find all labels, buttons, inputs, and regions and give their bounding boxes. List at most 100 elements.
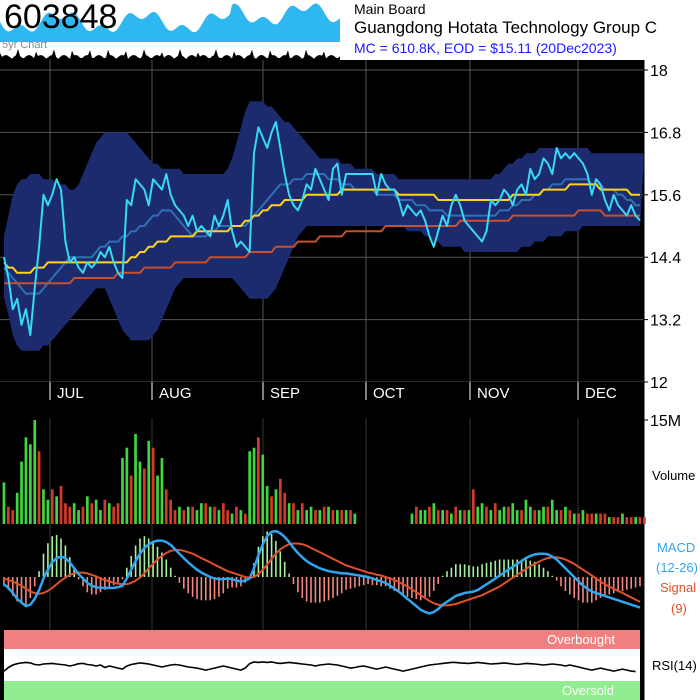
company-name: Guangdong Hotata Technology Group C <box>354 18 658 37</box>
volume-bar <box>68 506 72 524</box>
volume-bar <box>226 510 229 524</box>
volume-bar <box>467 510 471 524</box>
volume-bar <box>550 499 554 524</box>
volume-bar <box>344 510 348 524</box>
overbought-zone <box>4 630 640 649</box>
volume-bar <box>11 510 15 524</box>
volume-bar <box>454 506 458 524</box>
volume-bar <box>502 506 506 524</box>
month-label: AUG <box>159 385 192 402</box>
volume-bar <box>42 489 45 524</box>
volume-bar <box>2 482 6 524</box>
volume-bar <box>29 444 32 524</box>
volume-bar <box>182 510 186 524</box>
volume-bar <box>436 510 440 524</box>
signal-line <box>3 542 641 607</box>
volume-bar <box>86 496 89 524</box>
volume-bar <box>243 513 247 524</box>
volume-bar <box>213 506 216 524</box>
volume-bar <box>643 517 646 524</box>
volume-bar <box>603 513 607 524</box>
volume-bar <box>314 510 317 524</box>
volume-bar <box>186 506 190 524</box>
volume-bar <box>90 503 94 524</box>
volume-bar <box>546 506 550 524</box>
volume-bar <box>607 517 611 524</box>
volume-bar <box>612 517 615 524</box>
price-line <box>3 121 641 337</box>
volume-bar <box>480 503 484 524</box>
volume-bar <box>121 458 124 524</box>
market-cap-line: MC = 610.8K, EOD = $15.11 (20Dec2023) <box>354 40 617 56</box>
volume-bar <box>305 510 308 524</box>
volume-bar <box>336 510 339 524</box>
volume-bar <box>629 517 633 524</box>
volume-bar <box>20 461 23 524</box>
volume-bar <box>81 506 85 524</box>
volume-bar <box>353 513 357 524</box>
overbought-label: Overbought <box>547 632 615 647</box>
chart-header: 603848 5yr Chart Main Board Guangdong Ho… <box>0 0 700 60</box>
rsi-line <box>3 661 636 673</box>
volume-bar <box>217 510 221 524</box>
volume-bar <box>37 451 41 524</box>
volume-bar <box>621 513 624 524</box>
volume-bar <box>410 513 414 524</box>
month-label: JUL <box>57 385 84 402</box>
ticker-symbol: 603848 <box>4 0 118 36</box>
volume-bar <box>318 510 322 524</box>
volume-bar <box>292 503 295 524</box>
volume-bar <box>252 447 256 524</box>
price-axis-label: 14.4 <box>650 250 681 267</box>
volume-bar <box>555 510 558 524</box>
volume-bar <box>309 506 313 524</box>
volume-bar <box>77 510 80 524</box>
volume-bar <box>164 489 168 524</box>
volume-bar <box>230 513 234 524</box>
volume-bar <box>322 506 326 524</box>
volume-bar <box>489 510 493 524</box>
volume-bar <box>472 489 475 524</box>
sparkline-label: 5yr Chart <box>2 39 48 51</box>
volume-bar <box>248 451 251 524</box>
volume-bar <box>72 503 76 524</box>
month-label: NOV <box>477 385 510 402</box>
volume-bar <box>173 510 177 524</box>
volume-bar <box>537 510 541 524</box>
volume-bar <box>103 499 107 524</box>
volume-bar <box>33 420 37 524</box>
volume-bar <box>415 506 418 524</box>
volume-bar <box>257 437 260 524</box>
volume-bar <box>24 437 28 524</box>
volume-bar <box>7 506 10 524</box>
price-axis-label: 15.6 <box>650 188 681 205</box>
volume-bar <box>476 506 480 524</box>
volume-bar <box>511 503 515 524</box>
price-axis-label: 16.8 <box>650 125 681 142</box>
volume-bar <box>274 489 278 524</box>
long-moving-average-line <box>4 209 640 285</box>
volume-bar <box>151 447 155 524</box>
bollinger-band <box>4 101 645 351</box>
volume-bar <box>542 506 545 524</box>
five-year-sparkline <box>0 3 340 60</box>
volume-label: Volume <box>652 468 695 483</box>
volume-bar <box>340 510 344 524</box>
volume-bar <box>279 478 282 524</box>
volume-bar <box>261 454 265 524</box>
volume-bar <box>59 485 63 524</box>
month-axis-band <box>0 382 644 402</box>
volume-bar <box>46 499 50 524</box>
volume-bar <box>533 510 537 524</box>
volume-bar <box>270 496 273 524</box>
volume-bar <box>138 461 142 524</box>
board-label: Main Board <box>354 1 426 17</box>
volume-bar <box>572 513 576 524</box>
volume-bar <box>638 517 642 524</box>
volume-bar <box>125 447 129 524</box>
volume-bar <box>200 503 203 524</box>
volume-bar <box>143 468 146 524</box>
volume-bar <box>485 506 488 524</box>
volume-bar <box>441 510 444 524</box>
volume-bar <box>208 506 212 524</box>
